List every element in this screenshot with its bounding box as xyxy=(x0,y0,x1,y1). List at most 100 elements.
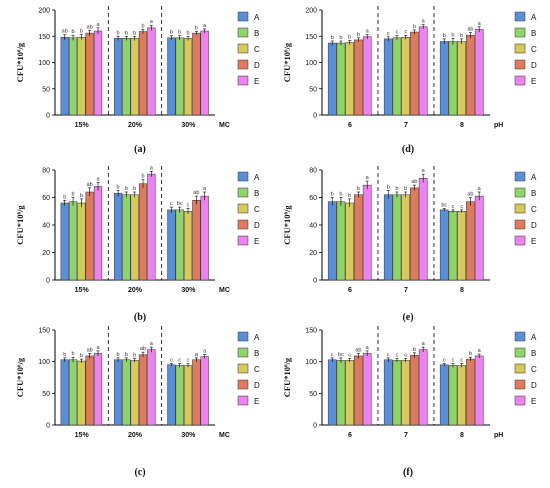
bar-d xyxy=(354,194,363,281)
y-axis-label: CFU*10⁶/g xyxy=(15,205,25,245)
bar-a xyxy=(439,364,449,426)
significance-label: b xyxy=(395,186,398,192)
legend-label-c: C xyxy=(254,205,260,214)
legend-label-a: A xyxy=(254,333,260,342)
bar-a xyxy=(383,194,393,281)
significance-label: a xyxy=(422,19,426,25)
significance-label: b xyxy=(387,185,390,191)
bar-d xyxy=(85,191,94,281)
panel-label: (b) xyxy=(134,312,146,323)
legend-swatch-a xyxy=(514,331,526,342)
significance-label: a xyxy=(96,22,100,28)
legend-label-a: A xyxy=(254,13,260,22)
bar-c xyxy=(77,37,86,116)
legend-label-d: D xyxy=(254,221,260,230)
legend-swatch-b xyxy=(514,27,526,38)
bar-b xyxy=(392,37,402,116)
significance-label: b xyxy=(125,352,128,358)
bar-e xyxy=(93,353,103,426)
significance-label: c xyxy=(331,352,334,358)
significance-label: bc xyxy=(441,203,447,209)
y-tick-label: 20 xyxy=(309,250,317,257)
legend-swatch-a xyxy=(237,331,249,342)
x-tick-label: 20% xyxy=(128,432,143,439)
legend-label-b: B xyxy=(254,29,259,38)
legend-label-c: C xyxy=(531,205,537,214)
x-tick-label: 8 xyxy=(460,287,464,294)
bar-e xyxy=(474,355,484,426)
legend-swatch-b xyxy=(237,187,249,198)
significance-label: c xyxy=(460,204,463,210)
legend-label-d: D xyxy=(531,381,537,390)
y-tick-label: 0 xyxy=(46,113,50,120)
bar-e xyxy=(418,349,428,426)
y-tick-label: 20 xyxy=(42,250,50,257)
bar-c xyxy=(401,360,411,426)
bar-a xyxy=(60,202,69,281)
significance-label: b xyxy=(117,352,120,358)
y-axis-label: CFU*10⁶/g xyxy=(15,42,25,82)
significance-label: a xyxy=(203,186,207,192)
legend-label-c: C xyxy=(531,365,537,374)
legend-label-e: E xyxy=(254,237,259,246)
bar-a xyxy=(167,37,176,116)
bar-d xyxy=(138,183,148,281)
significance-label: c xyxy=(387,352,390,358)
legend-label-e: E xyxy=(531,237,536,246)
legend-swatch-a xyxy=(514,11,526,22)
legend-swatch-e xyxy=(237,75,249,86)
significance-label: b xyxy=(117,185,120,191)
significance-label: ab xyxy=(193,190,199,196)
legend-swatch-d xyxy=(237,219,249,230)
significance-label: c xyxy=(452,358,455,364)
legend-label-d: D xyxy=(254,61,260,70)
bar-a xyxy=(383,359,393,426)
bar-c xyxy=(130,360,139,426)
bar-d xyxy=(466,34,475,116)
legend-swatch-a xyxy=(514,171,526,182)
significance-label: b xyxy=(72,351,75,357)
bar-e xyxy=(200,30,209,116)
bar-c xyxy=(345,360,355,426)
significance-label: c xyxy=(187,203,190,209)
significance-label: c xyxy=(187,358,190,364)
bar-b xyxy=(122,359,131,426)
legend-swatch-c xyxy=(514,43,526,54)
significance-label: c xyxy=(396,353,399,359)
bar-d xyxy=(192,200,201,281)
bar-e xyxy=(474,195,484,281)
significance-label: c xyxy=(170,201,173,207)
bar-b xyxy=(122,38,131,116)
significance-label: c xyxy=(404,29,407,35)
significance-label: b xyxy=(348,193,351,199)
bar-c xyxy=(457,41,467,116)
bar-a xyxy=(439,209,449,281)
significance-label: b xyxy=(63,194,66,200)
legend-swatch-c xyxy=(514,363,526,374)
significance-label: b xyxy=(178,30,181,36)
panel-label: (f) xyxy=(403,467,413,478)
y-tick-label: 150 xyxy=(305,34,317,41)
legend-swatch-b xyxy=(237,27,249,38)
bar-d xyxy=(410,355,419,426)
y-tick-label: 60 xyxy=(42,195,50,202)
bar-b xyxy=(68,201,78,281)
significance-label: b xyxy=(170,30,173,36)
y-tick-label: 50 xyxy=(42,391,50,398)
panel-label: (d) xyxy=(402,144,414,155)
bar-b xyxy=(68,359,78,426)
x-tick-label: 8 xyxy=(460,432,464,439)
bar-a xyxy=(60,359,69,426)
bar-d xyxy=(85,355,94,426)
y-tick-label: 40 xyxy=(309,223,317,230)
significance-label: b xyxy=(413,24,416,30)
bar-c xyxy=(401,37,411,116)
